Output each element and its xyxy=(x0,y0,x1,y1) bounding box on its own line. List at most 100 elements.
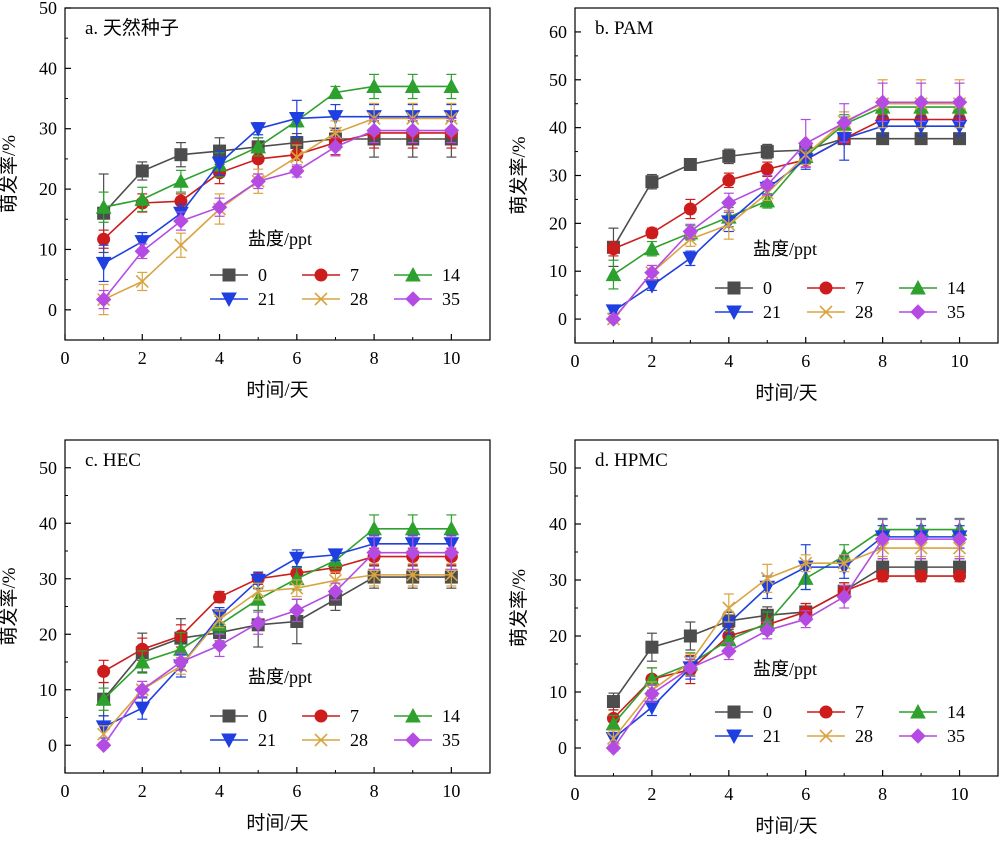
data-point xyxy=(134,682,150,698)
series-line xyxy=(103,574,452,735)
legend-entry-35: 35 xyxy=(899,302,965,322)
x-tick-label: 10 xyxy=(951,351,969,371)
data-point xyxy=(134,653,151,669)
x-tick-label: 0 xyxy=(61,781,70,801)
legend-marker xyxy=(222,268,236,282)
y-axis: 0 10 20 30 40 50 60 xyxy=(549,22,581,329)
y-tick-label: 50 xyxy=(39,0,57,18)
series-line xyxy=(612,575,960,719)
x-axis-title: 时间/天 xyxy=(246,812,308,834)
legend-marker xyxy=(405,291,421,307)
y-tick-label: 0 xyxy=(558,738,567,758)
data-point xyxy=(134,235,151,250)
plot-frame xyxy=(64,7,491,341)
legend-entry-21: 21 xyxy=(715,726,781,746)
legend-marker xyxy=(726,729,742,745)
data-point xyxy=(837,556,851,570)
data-point xyxy=(95,291,112,308)
data-point xyxy=(953,569,967,583)
data-point xyxy=(327,84,344,100)
data-point xyxy=(682,660,699,676)
data-point xyxy=(134,243,150,259)
data-point xyxy=(135,274,149,289)
chart-panel-c: 0 2 4 6 8 10 0 10 20 30 40 50 时间/天 萌发率/% c. HEC 盐度/ppt 0… xyxy=(0,439,491,834)
y-tick-label: 50 xyxy=(549,458,567,478)
y-tick-label: 40 xyxy=(549,514,567,534)
legend-entry-7: 7 xyxy=(302,265,359,285)
series-line xyxy=(103,115,452,265)
x-tick-label: 6 xyxy=(801,784,810,804)
x-axis: 0 2 4 6 8 10 xyxy=(571,337,969,371)
y-tick-label: 20 xyxy=(549,626,567,646)
series-7 xyxy=(606,111,967,257)
y-axis-title: 萌发率/% xyxy=(508,136,530,214)
panel-title: c. HEC xyxy=(85,450,141,471)
data-point xyxy=(644,264,660,281)
legend-marker xyxy=(405,266,421,282)
legend-entry-28: 28 xyxy=(302,730,368,750)
legend-marker xyxy=(910,703,926,719)
data-point xyxy=(174,238,188,252)
x-axis: 0 2 4 6 8 10 xyxy=(571,770,969,804)
data-point xyxy=(606,695,620,709)
legend-title: 盐度/ppt xyxy=(753,239,817,259)
legend-label: 7 xyxy=(855,278,864,298)
y-tick-label: 20 xyxy=(39,624,57,644)
series-line xyxy=(613,106,960,276)
legend-title: 盐度/ppt xyxy=(753,659,817,679)
series-35 xyxy=(95,117,460,310)
data-point xyxy=(135,164,149,178)
series-line xyxy=(103,542,452,728)
y-tick-label: 50 xyxy=(39,458,57,478)
data-point xyxy=(443,520,460,536)
data-point xyxy=(290,581,304,595)
data-point xyxy=(134,701,151,717)
series-14 xyxy=(95,73,460,223)
data-point xyxy=(95,691,112,706)
legend-marker xyxy=(726,305,742,321)
legend-entry-14: 14 xyxy=(899,702,965,722)
legend-marker xyxy=(727,281,741,295)
x-tick-label: 2 xyxy=(647,351,656,371)
chart-panel-d: 0 2 4 6 8 10 0 10 20 30 40 50 时间/天 萌发率/% d. HPMC 盐度/ppt… xyxy=(508,439,999,837)
data-point xyxy=(443,122,460,139)
x-tick-label: 6 xyxy=(801,351,810,371)
data-point xyxy=(836,589,852,605)
series-7 xyxy=(97,547,458,684)
legend-entry-0: 0 xyxy=(210,265,267,285)
x-tick-label: 2 xyxy=(647,784,656,804)
series-line xyxy=(612,528,960,725)
series-line xyxy=(103,117,452,301)
data-point xyxy=(251,584,265,599)
x-tick-label: 8 xyxy=(370,781,379,801)
data-point xyxy=(645,640,659,654)
x-tick-label: 8 xyxy=(878,784,887,804)
data-point xyxy=(173,173,189,188)
data-point xyxy=(683,157,697,171)
legend-entry-21: 21 xyxy=(715,302,781,322)
x-tick-label: 2 xyxy=(138,348,147,368)
series-line xyxy=(103,576,452,700)
legend-entry-7: 7 xyxy=(807,702,864,722)
data-point xyxy=(95,199,112,214)
data-point xyxy=(212,612,227,626)
data-point xyxy=(406,568,420,582)
data-point xyxy=(951,94,968,110)
data-point xyxy=(250,173,266,189)
legend-label: 14 xyxy=(947,278,965,298)
legend-label: 35 xyxy=(442,730,460,750)
series-line xyxy=(103,138,452,214)
data-point xyxy=(327,583,344,600)
x-tick-label: 10 xyxy=(442,781,460,801)
data-point xyxy=(682,223,699,240)
legend-marker xyxy=(819,281,833,295)
legend-label: 28 xyxy=(855,302,873,322)
legend-title: 盐度/ppt xyxy=(248,229,312,249)
data-point xyxy=(644,700,660,716)
x-tick-label: 10 xyxy=(442,348,460,368)
data-point xyxy=(645,226,659,240)
series-35 xyxy=(605,518,968,756)
x-axis-title: 时间/天 xyxy=(755,815,817,837)
data-point xyxy=(645,175,659,189)
